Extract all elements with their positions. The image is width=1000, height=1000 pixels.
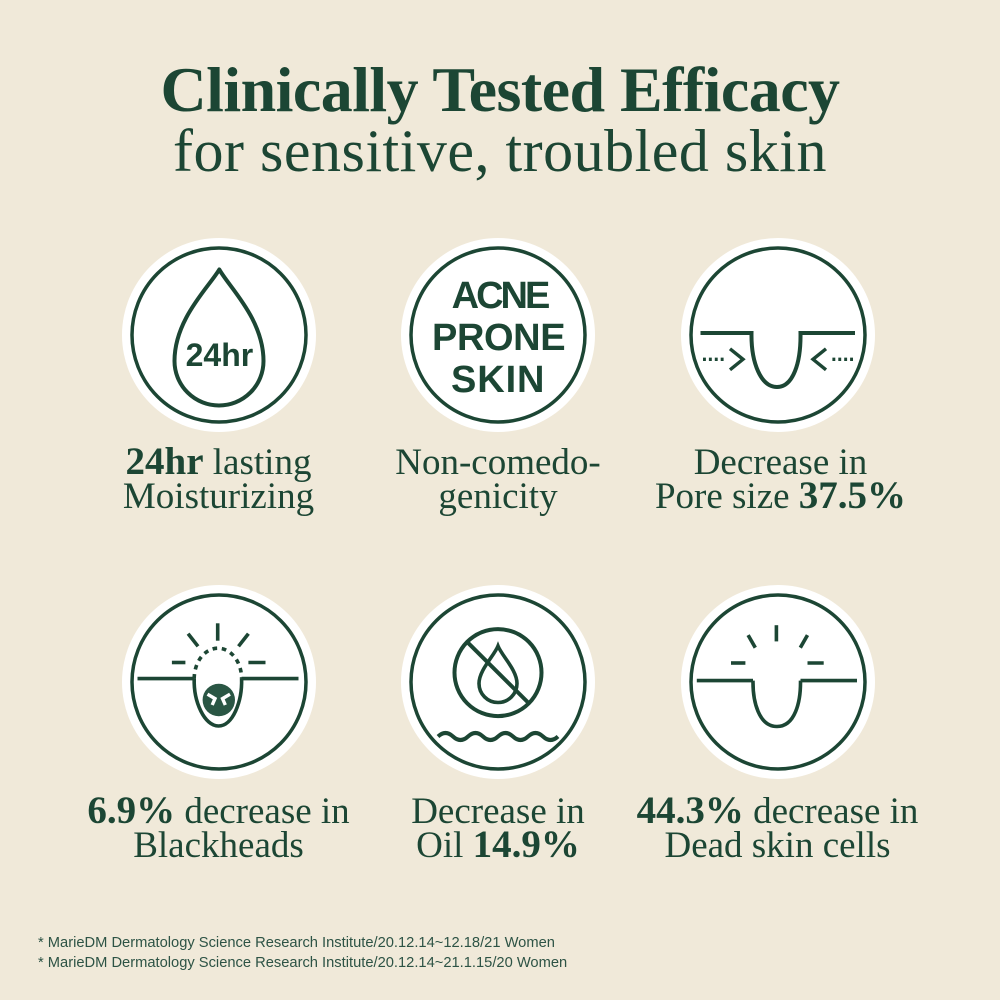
svg-text:ACNE: ACNE — [452, 275, 549, 317]
svg-text:PRONE: PRONE — [432, 317, 565, 359]
svg-text:SKIN: SKIN — [451, 359, 545, 401]
svg-text:24hr: 24hr — [185, 337, 253, 373]
